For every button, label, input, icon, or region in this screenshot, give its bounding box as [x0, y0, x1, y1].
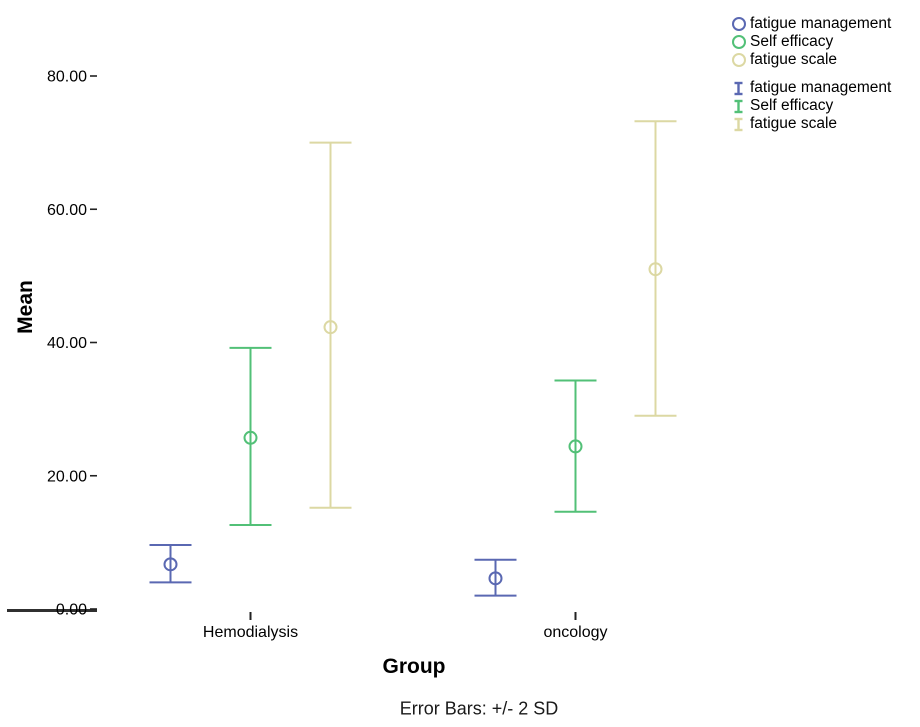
legend-item-fatigue-scale: fatigue scale [731, 51, 891, 69]
circle-marker-icon [731, 17, 746, 32]
legend-item-label: fatigue scale [750, 115, 838, 132]
error-bar-marker-icon [731, 81, 746, 96]
error-bar-marker-icon [731, 99, 746, 114]
legend-item-self-efficacy: Self efficacy [731, 33, 891, 51]
circle-marker-icon [731, 53, 746, 68]
x-axis-title: Group [382, 655, 446, 678]
errorbar-self-efficacy-oncology [554, 379, 597, 513]
legend-item-fatigue-management: fatigue management [731, 15, 891, 33]
legend-item-label: Self efficacy [750, 33, 834, 50]
legend-item-fatigue-scale: fatigue scale [731, 115, 891, 133]
mean-marker [163, 557, 178, 572]
mean-marker [243, 430, 258, 445]
legend-group-circle: fatigue management Self efficacy fatigue s… [731, 15, 891, 69]
y-tick-label: 60.00 [47, 202, 87, 219]
mean-marker [648, 262, 663, 277]
legend-item-self-efficacy: Self efficacy [731, 97, 891, 115]
legend: fatigue management Self efficacy fatigue s… [731, 15, 891, 143]
errorbar-fatigue-management-hemodialysis [149, 544, 192, 584]
legend-item-label: fatigue management [750, 15, 892, 32]
y-tick-label: 20.00 [47, 468, 87, 485]
errorbar-fatigue-scale-oncology [634, 120, 677, 417]
error-bars-caption: Error Bars: +/- 2 SD [399, 698, 559, 719]
error-bar-marker-icon [731, 117, 746, 132]
legend-item-label: fatigue management [750, 79, 892, 96]
mean-marker [488, 571, 503, 586]
legend-item-label: fatigue scale [750, 51, 838, 68]
legend-item-label: Self efficacy [750, 97, 834, 114]
errorbar-fatigue-management-oncology [474, 558, 517, 597]
errorbar-fatigue-scale-hemodialysis [309, 141, 352, 509]
mean-marker [323, 320, 338, 335]
circle-marker-icon [731, 35, 746, 50]
y-tick-label: 0.00 [56, 602, 87, 619]
x-category-label-oncology: oncology [543, 624, 607, 641]
errorbar-self-efficacy-hemodialysis [229, 346, 272, 527]
legend-item-fatigue-management: fatigue management [731, 79, 891, 97]
legend-group-ibeam: fatigue management Self efficacy fatigue s… [731, 79, 891, 133]
y-tick-label: 80.00 [47, 69, 87, 86]
mean-marker [568, 439, 583, 454]
y-axis-title: Mean [14, 280, 37, 334]
x-category-label-hemodialysis: Hemodialysis [203, 624, 298, 641]
y-tick-label: 40.00 [47, 335, 87, 352]
